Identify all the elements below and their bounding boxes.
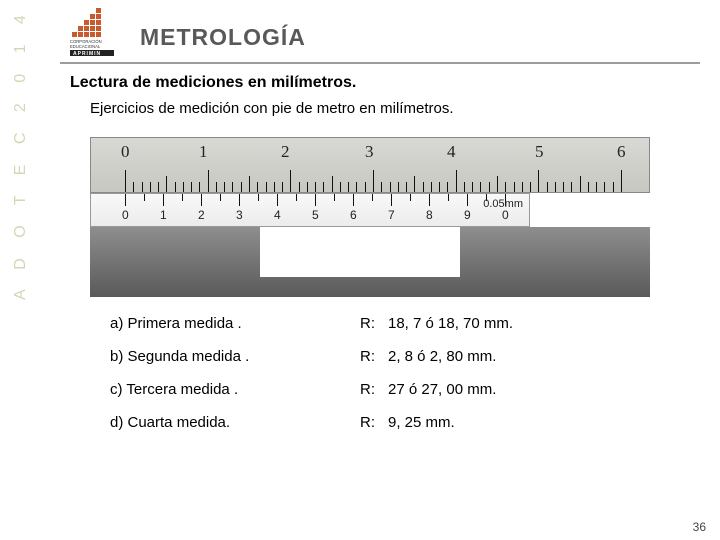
main-scale: 0 1 2 3 4 5 6 <box>90 137 650 193</box>
main-scale-number: 2 <box>281 142 290 162</box>
logo-brand: APRIMIN <box>73 51 101 56</box>
answer-value: 9, 25 mm. <box>388 414 455 431</box>
vernier-number: 5 <box>312 208 319 222</box>
answer-value: 27 ó 27, 00 mm. <box>388 381 496 398</box>
answer-label: b) Segunda medida . <box>110 348 360 365</box>
section-subtitle: Ejercicios de medición con pie de metro … <box>90 100 660 117</box>
vernier-number: 0 <box>502 208 509 222</box>
header: CORPORACIÓN EDUCACIONAL APRIMIN METROLOG… <box>0 0 720 56</box>
vernier-number: 7 <box>388 208 395 222</box>
main-scale-number: 0 <box>121 142 130 162</box>
vernier-scale: 0.05mm 01234567890 <box>90 193 530 227</box>
main-scale-ticks <box>91 166 649 192</box>
side-watermark-text: A D O T E C 2 0 1 4 <box>12 7 29 300</box>
vernier-ticks <box>91 194 529 208</box>
vernier-number: 9 <box>464 208 471 222</box>
main-scale-number: 3 <box>365 142 374 162</box>
vernier-number: 1 <box>160 208 167 222</box>
side-watermark: A D O T E C 2 0 1 4 <box>12 7 30 300</box>
answer-row: a) Primera medida . R: 18, 7 ó 18, 70 mm… <box>110 315 660 332</box>
vernier-number: 0 <box>122 208 129 222</box>
main-scale-number: 6 <box>617 142 626 162</box>
caliper-jaw <box>90 227 650 297</box>
answer-r: R: <box>360 381 388 398</box>
answer-row: b) Segunda medida . R: 2, 8 ó 2, 80 mm. <box>110 348 660 365</box>
answer-row: d) Cuarta medida. R: 9, 25 mm. <box>110 414 660 431</box>
section-title: Lectura de mediciones en milímetros. <box>70 74 660 92</box>
answer-r: R: <box>360 315 388 332</box>
vernier-number: 2 <box>198 208 205 222</box>
vernier-number: 6 <box>350 208 357 222</box>
vernier-number: 4 <box>274 208 281 222</box>
logo: CORPORACIÓN EDUCACIONAL APRIMIN <box>70 8 126 56</box>
logo-line2: EDUCACIONAL <box>70 44 101 49</box>
answer-value: 2, 8 ó 2, 80 mm. <box>388 348 496 365</box>
answer-r: R: <box>360 348 388 365</box>
caliper-figure: 0123456 0.05mm 01234567890 <box>90 127 650 297</box>
header-divider <box>60 62 700 64</box>
vernier-number: 3 <box>236 208 243 222</box>
vernier-number: 8 <box>426 208 433 222</box>
main-scale-number: 1 <box>199 142 208 162</box>
answer-r: R: <box>360 414 388 431</box>
answer-value: 18, 7 ó 18, 70 mm. <box>388 315 513 332</box>
main-scale-number: 4 <box>447 142 456 162</box>
answer-label: c) Tercera medida . <box>110 381 360 398</box>
page-number: 36 <box>693 520 706 534</box>
answer-label: d) Cuarta medida. <box>110 414 360 431</box>
answers-list: a) Primera medida . R: 18, 7 ó 18, 70 mm… <box>110 315 660 431</box>
main-scale-number: 5 <box>535 142 544 162</box>
content: Lectura de mediciones en milímetros. Eje… <box>0 74 720 431</box>
page-title: METROLOGÍA <box>140 24 306 51</box>
answer-row: c) Tercera medida . R: 27 ó 27, 00 mm. <box>110 381 660 398</box>
caliper-gap <box>260 227 460 277</box>
answer-label: a) Primera medida . <box>110 315 360 332</box>
